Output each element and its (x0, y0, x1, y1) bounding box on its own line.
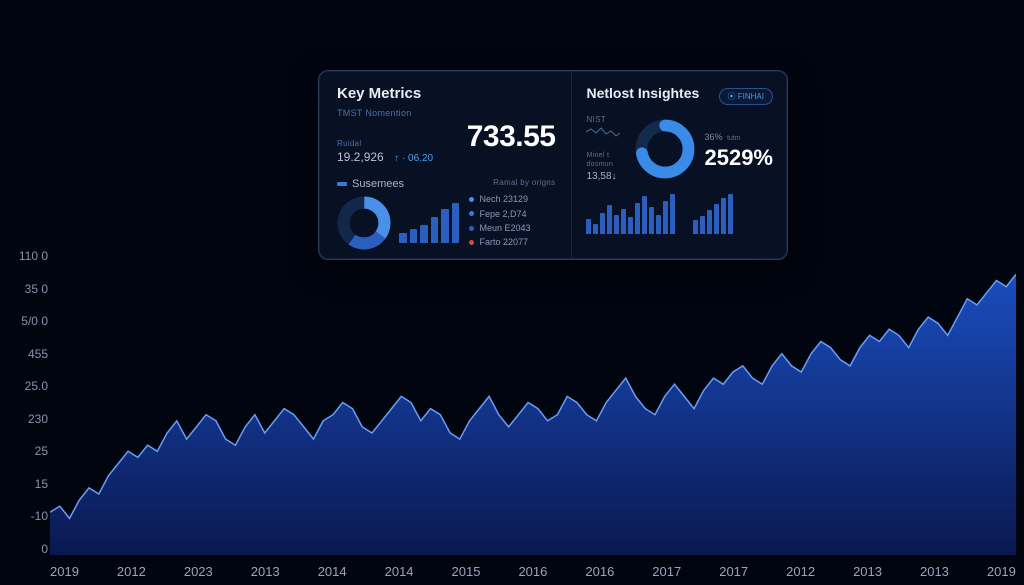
insights-small-value: 13,58↓ (586, 171, 626, 182)
metric-big-value: 733.55 (467, 120, 556, 154)
legend-item: Fepe 2,D74 (469, 207, 555, 221)
x-axis: 2019 2012 2023 2013 2014 2014 2015 2016 2016 2017… (50, 564, 1016, 579)
bars-cluster-right (693, 194, 733, 234)
insights-sublabel: NIST (586, 115, 626, 124)
x-tick: 2015 (452, 564, 481, 579)
y-tick: 110 0 (8, 250, 48, 262)
pct-big: 2529% (704, 145, 773, 171)
x-tick: 2014 (385, 564, 414, 579)
donut-small-icon (337, 196, 391, 250)
sub-section-title: Susemees (337, 178, 459, 190)
insights-badge[interactable]: ⦿ FINHAI (719, 88, 773, 105)
legend-item: Nech 23129 (469, 192, 555, 206)
legend-item: Farto 22077 (469, 235, 555, 249)
y-tick: 5/0 0 (8, 315, 48, 327)
y-tick: 25 (8, 445, 48, 457)
y-tick: 35 0 (8, 283, 48, 295)
y-tick: 25.0 (8, 380, 48, 392)
insights-side-label: Minel t dosmun (586, 151, 626, 169)
area-chart-plot (50, 250, 1016, 555)
key-metrics-title: Key Metrics (337, 85, 555, 102)
x-tick: 2014 (318, 564, 347, 579)
x-tick: 2023 (184, 564, 213, 579)
y-tick: 0 (8, 543, 48, 555)
y-tick: 15 (8, 478, 48, 490)
x-tick: 2013 (853, 564, 882, 579)
x-tick: 2012 (117, 564, 146, 579)
key-metrics-sublabel: TMST Nomention (337, 108, 555, 118)
metric-small-value: 19.2,926 (337, 150, 384, 164)
x-tick: 2019 (50, 564, 79, 579)
sparkline-icon (586, 124, 620, 138)
pct-top-label: 36% (704, 132, 722, 142)
legend-item: Meun E2043 (469, 221, 555, 235)
insights-title: Netlost Insightes (586, 85, 699, 101)
pct-top-sub: tutm (727, 135, 741, 142)
insights-panel: Netlost Insightes ⦿ FINHAI NIST Minel t … (572, 71, 787, 259)
x-tick: 2016 (585, 564, 614, 579)
x-tick: 2013 (251, 564, 280, 579)
mini-bars (399, 203, 459, 243)
x-tick: 2017 (719, 564, 748, 579)
x-tick: 2016 (518, 564, 547, 579)
legend: Nech 23129Fepe 2,D74Meun E2043Farto 2207… (469, 192, 555, 250)
key-metrics-sublabel2: Ruidal (337, 139, 433, 148)
donut-big-icon (634, 118, 696, 180)
metric-delta: ↑ · 06.20 (394, 153, 433, 164)
legend-title: Ramal by origns (469, 178, 555, 187)
key-metrics-panel: Key Metrics TMST Nomention Ruidal 19.2,9… (319, 71, 572, 259)
x-tick: 2019 (987, 564, 1016, 579)
y-tick: 230 (8, 413, 48, 425)
x-tick: 2013 (920, 564, 949, 579)
bars-cluster-left (586, 194, 675, 234)
y-tick: 455 (8, 348, 48, 360)
x-tick: 2017 (652, 564, 681, 579)
x-tick: 2012 (786, 564, 815, 579)
metrics-card: Key Metrics TMST Nomention Ruidal 19.2,9… (318, 70, 788, 260)
y-axis: 110 0 35 0 5/0 0 455 25.0 230 25 15 -10 0 (8, 250, 48, 555)
y-tick: -10 (8, 510, 48, 522)
